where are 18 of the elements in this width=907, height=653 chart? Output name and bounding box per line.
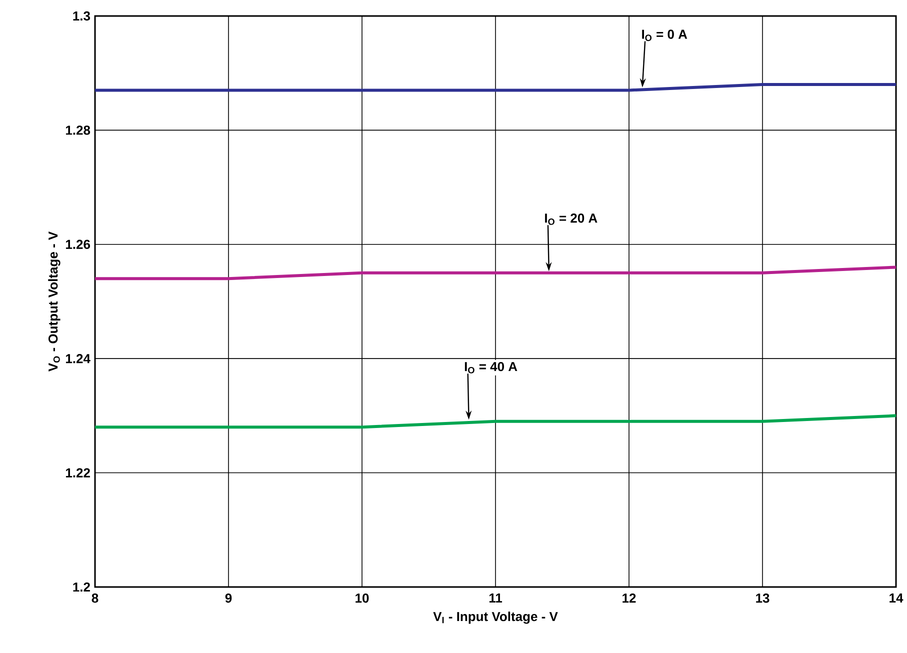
x-tick-label: 9 (225, 594, 232, 603)
y-tick-label: 1.28 (66, 126, 90, 135)
annotation: I$_{O}$ = 20 A (545, 214, 598, 225)
y-tick-label: 1.3 (73, 11, 90, 21)
y-axis-title: V$_{O}$ - Output Voltage - V (48, 231, 60, 372)
x-tick-label: 12 (622, 594, 636, 603)
x-tick-label: 13 (756, 594, 770, 603)
x-tick-label: 11 (489, 594, 502, 602)
y-tick-label: 1.22 (66, 468, 90, 478)
y-tick-label: 1.26 (66, 240, 90, 249)
x-tick-label: 8 (92, 594, 98, 603)
y-tick-label: 1.2 (73, 582, 90, 592)
y-tick-label: 1.24 (66, 354, 90, 364)
annotation: I$_{O}$ = 0 A (642, 30, 688, 42)
x-tick-label: 10 (356, 594, 369, 603)
x-axis-title: V$_{I}$ - Input Voltage - V (433, 612, 558, 624)
annotation: I$_{O}$ = 40 A (464, 362, 518, 374)
x-tick-label: 14 (890, 594, 904, 602)
